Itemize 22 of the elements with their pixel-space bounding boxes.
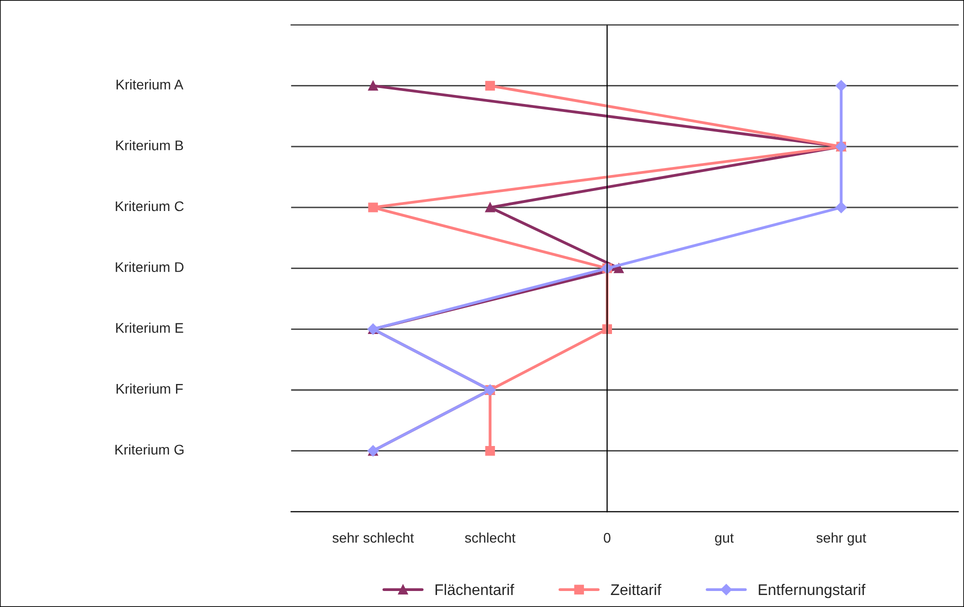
y-tick-label: Kriterium F [116,384,183,394]
legend-label: Entfernungstarif [758,584,866,598]
point [368,80,378,91]
legend-label: Flächentarif [436,584,514,596]
point [368,202,378,212]
y-tick-label: Kriterium E [116,322,184,333]
point [485,446,495,456]
point [836,80,847,92]
y-tick-label: Kriterium D [116,262,184,272]
point [836,202,847,214]
y-tick-label: Kriterium A [116,79,184,90]
text: sehr schlecht [332,532,414,543]
y-tick-label: Kriterium C [116,200,184,212]
point [485,80,495,91]
point [485,202,495,212]
text: 0 [604,532,610,543]
y-tick-label: Kriterium G [115,444,184,455]
text: schlecht [464,532,516,543]
y-tick-label: Kriterium B [116,140,184,150]
text: gut [715,534,734,546]
legend-label: Zeittarif [610,584,662,596]
text: sehr gut [816,532,866,546]
